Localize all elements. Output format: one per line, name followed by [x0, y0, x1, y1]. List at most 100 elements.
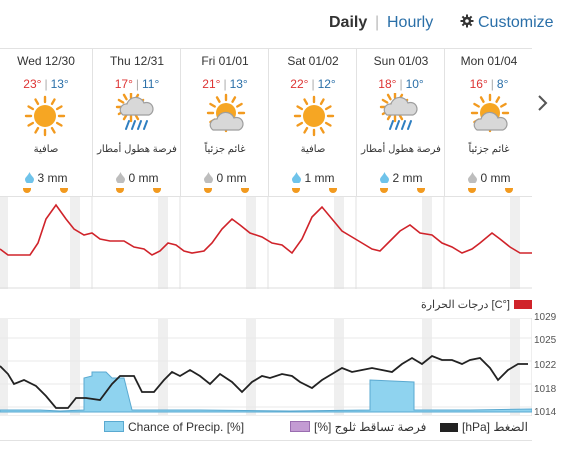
precip-value: 1 mm — [304, 171, 335, 185]
low-temp: 11° — [142, 77, 160, 91]
sunny-icon — [293, 95, 335, 137]
tab-separator: | — [375, 14, 380, 31]
sun-indicators — [445, 188, 533, 197]
raindrop-icon — [467, 172, 477, 183]
high-temp: 23° — [23, 77, 42, 91]
sunrise-icon — [380, 188, 388, 193]
sunset-icon — [329, 188, 337, 193]
temperature-legend: [°C] درجات الحرارة — [421, 298, 532, 311]
precip-value: 0 mm — [216, 171, 247, 185]
raindrop-icon — [24, 172, 34, 183]
legend-chance-label: Chance of Precip. [%] — [128, 420, 245, 434]
day-column[interactable]: Mon 01/04 16° | 8° غائم جزئياً 0 mm — [444, 49, 533, 197]
sun-indicators — [269, 188, 357, 197]
condition-text: فرصة هطول أمطار — [361, 144, 441, 155]
day-temps: 21° | 13° — [181, 77, 269, 91]
sunrise-icon — [204, 188, 212, 193]
legend-pressure-swatch — [440, 423, 458, 432]
legend-snow-chance: [%] فرصة تساقط ثلوج — [290, 420, 426, 434]
day-temps: 17° | 11° — [93, 77, 181, 91]
raindrop-icon — [115, 172, 125, 183]
condition-text: صافية — [300, 144, 326, 155]
pressure-tick-1014: 1014 — [534, 407, 557, 418]
rain-showers-icon — [115, 93, 154, 130]
daily-forecast: Wed 12/30 23° | 13° صافية 3 mm Thu 12/31 1… — [0, 48, 532, 197]
rain-showers-icon — [379, 93, 418, 130]
condition-text: فرصة هطول أمطار — [97, 144, 177, 155]
night-band — [70, 197, 80, 289]
precip-value: 0 mm — [480, 171, 511, 185]
gear-icon — [460, 14, 474, 28]
sunset-icon — [241, 188, 249, 193]
precip-chance-area — [0, 371, 532, 413]
condition-text: صافية — [33, 144, 59, 155]
customize-button[interactable]: Customize — [460, 14, 554, 32]
day-column[interactable]: Fri 01/01 21° | 13° غائم جزئياً 0 mm — [180, 49, 269, 197]
day-column[interactable]: Sun 01/03 18° | 10° فرصة هطول أمطار 2 mm — [356, 49, 445, 197]
high-temp: 18° — [378, 77, 397, 91]
legend-snow-label: [%] فرصة تساقط ثلوج — [314, 420, 427, 434]
condition-text: غائم جزئياً — [204, 144, 246, 155]
precip-amount: 1 mm — [269, 171, 357, 185]
legend-pressure: [hPa] الضغط — [440, 420, 528, 434]
temperature-legend-label: [°C] درجات الحرارة — [420, 299, 510, 311]
precip-amount: 0 mm — [445, 171, 533, 185]
sunset-icon — [153, 188, 161, 193]
night-band — [334, 318, 344, 416]
pressure-tick-1018: 1018 — [534, 384, 557, 395]
night-band — [510, 318, 520, 416]
precip-amount: 0 mm — [181, 171, 269, 185]
sunrise-icon — [116, 188, 124, 193]
legend-chance-precip: Chance of Precip. [%] — [104, 420, 244, 434]
precip-value: 3 mm — [37, 171, 68, 185]
sunrise-icon — [468, 188, 476, 193]
partly-cloudy-icon — [470, 93, 510, 133]
temp-separator: | — [311, 77, 315, 91]
night-band — [70, 318, 80, 416]
temperature-chart — [0, 196, 532, 289]
sunset-icon — [417, 188, 425, 193]
precip-value: 0 mm — [128, 171, 159, 185]
precip-amount: 3 mm — [0, 171, 92, 185]
raindrop-icon — [291, 172, 301, 183]
tab-hourly[interactable]: Hourly — [387, 14, 434, 31]
raindrop-icon — [379, 172, 389, 183]
day-column[interactable]: Thu 12/31 17° | 11° فرصة هطول أمطار 0 mm — [92, 49, 181, 197]
view-toolbar: Daily | Hourly Customize — [0, 0, 579, 46]
night-band — [246, 318, 256, 416]
pressure-tick-1025: 1025 — [534, 335, 557, 346]
temp-separator: | — [490, 77, 494, 91]
sunset-icon — [505, 188, 513, 193]
sunrise-icon — [292, 188, 300, 193]
tab-daily[interactable]: Daily — [329, 14, 368, 31]
high-temp: 16° — [469, 77, 488, 91]
high-temp: 21° — [202, 77, 221, 91]
low-temp: 8° — [496, 77, 509, 91]
night-band — [334, 197, 344, 289]
day-name: Thu 12/31 — [109, 54, 165, 68]
temp-separator: | — [223, 77, 227, 91]
next-days-arrow-icon[interactable] — [536, 92, 550, 114]
night-band — [158, 318, 168, 416]
day-name: Fri 01/01 — [201, 54, 249, 68]
day-temps: 22° | 12° — [269, 77, 357, 91]
day-name: Wed 12/30 — [17, 54, 75, 68]
day-temps: 23° | 13° — [0, 77, 92, 91]
day-name: Sun 01/03 — [373, 54, 429, 68]
precip-amount: 2 mm — [357, 171, 445, 185]
temp-separator: | — [44, 77, 48, 91]
night-band — [422, 318, 432, 416]
day-column[interactable]: Wed 12/30 23° | 13° صافية 3 mm — [0, 49, 92, 197]
temp-separator: | — [135, 77, 139, 91]
day-column[interactable]: Sat 01/02 22° | 12° صافية 1 mm — [268, 49, 357, 197]
night-band — [0, 197, 8, 289]
raindrop-icon — [203, 172, 213, 183]
customize-label: Customize — [478, 14, 554, 31]
legend-chance-swatch — [104, 421, 124, 432]
precip-amount: 0 mm — [93, 171, 181, 185]
low-temp: 13° — [229, 77, 248, 91]
sunset-icon — [60, 188, 68, 193]
condition-text: غائم جزئياً — [468, 144, 510, 155]
pressure-precip-chart — [0, 318, 532, 416]
day-temps: 16° | 8° — [445, 77, 533, 91]
